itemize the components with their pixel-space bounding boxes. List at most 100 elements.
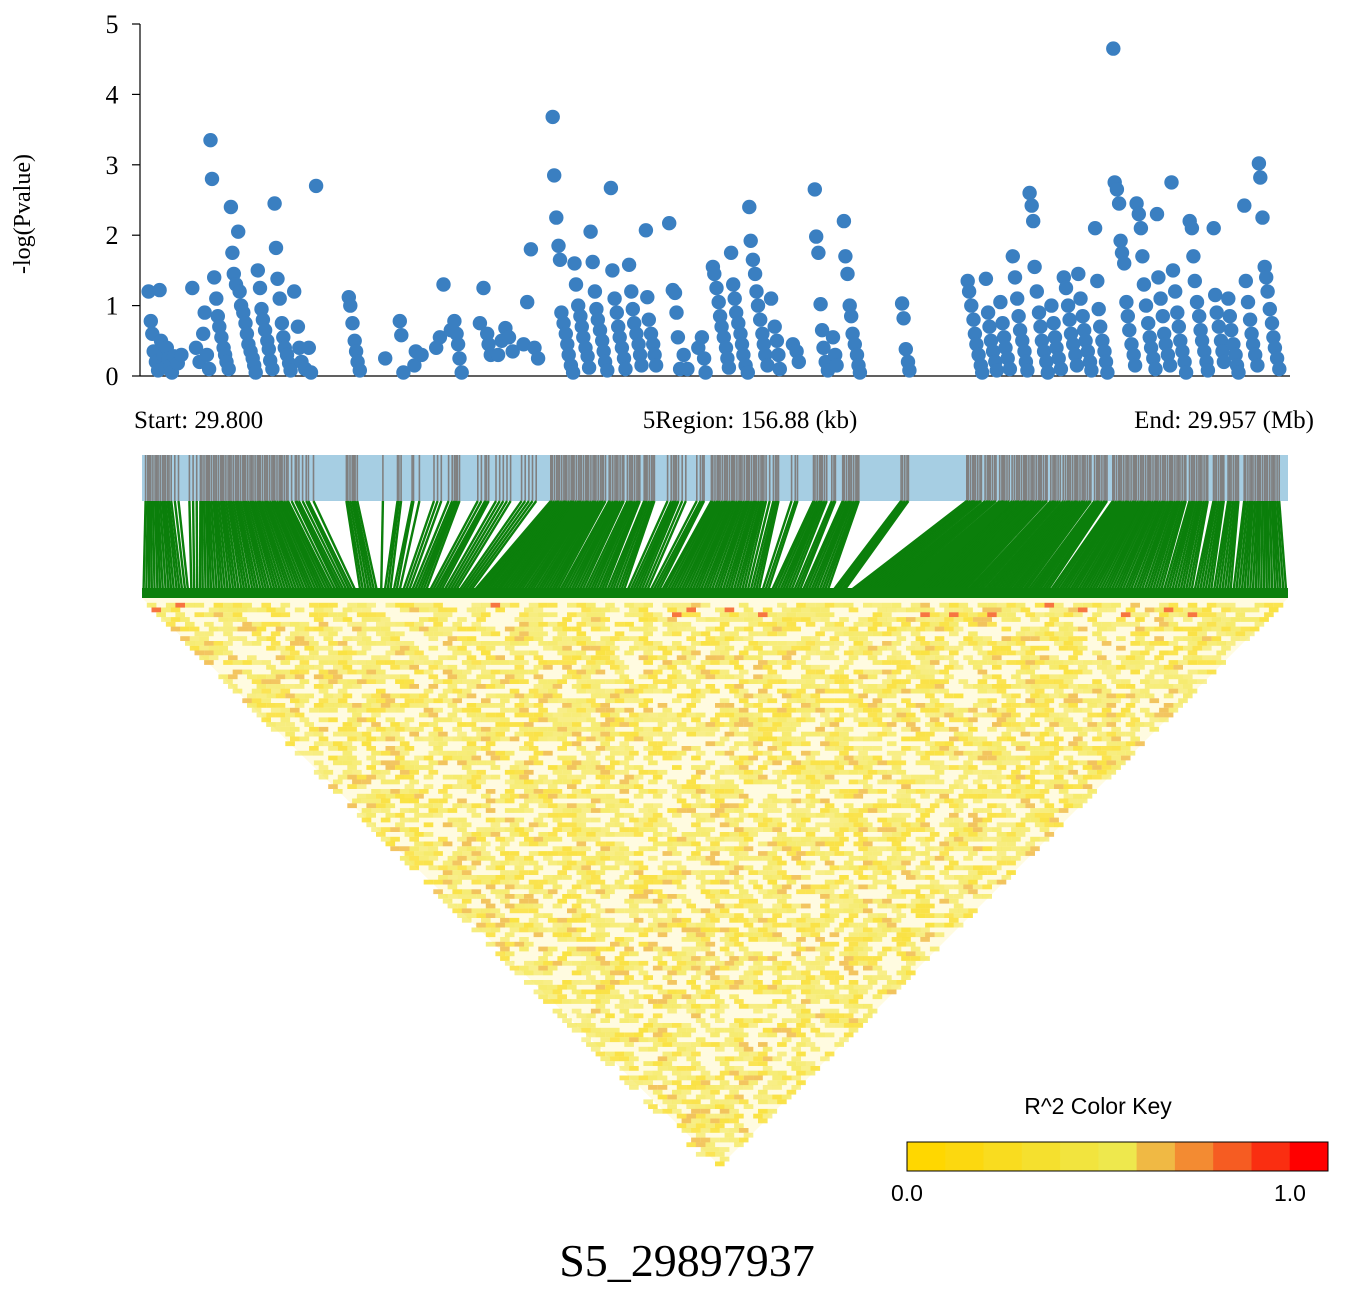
snp-connector (352, 500, 374, 598)
ld-cell (810, 846, 821, 852)
ld-cell (738, 612, 749, 618)
snp-point (1058, 280, 1074, 296)
ld-cell (896, 789, 907, 794)
snp-connector (1138, 500, 1174, 598)
ld-cell (457, 636, 467, 641)
ld-cell (256, 703, 267, 708)
ld-cell (877, 865, 887, 871)
snp-point (1069, 358, 1085, 373)
ld-cell (801, 798, 811, 804)
snp-connector (243, 500, 270, 598)
ld-cell (963, 855, 973, 861)
ld-cell (1116, 636, 1126, 641)
ld-cell (376, 631, 386, 637)
ld-cell (667, 626, 677, 632)
ld-cell (447, 884, 458, 890)
ld-cell (605, 803, 615, 809)
ld-cell (586, 660, 596, 665)
ld-cell (643, 736, 653, 742)
ld-cell (333, 703, 343, 708)
ld-cell (1030, 750, 1040, 756)
ld-cell (519, 669, 529, 675)
ld-cell (476, 731, 486, 737)
ld-cell (581, 846, 591, 852)
ld-cell (409, 693, 419, 699)
ld-cell (824, 765, 835, 770)
ld-cell (652, 832, 663, 837)
ld-cell (237, 626, 248, 632)
ld-cell (600, 798, 610, 804)
ld-cell (519, 641, 529, 646)
ld-cell (270, 707, 281, 713)
ld-cell (815, 774, 825, 780)
ld-cell (614, 832, 625, 837)
ld-cell (404, 726, 415, 732)
ld-cell (419, 703, 429, 708)
ld-cell (509, 736, 520, 742)
snp-connector (413, 500, 456, 598)
ld-cell (481, 650, 491, 656)
ld-cell (533, 865, 544, 871)
ld-cell (504, 808, 515, 813)
ld-cell (624, 898, 634, 904)
ld-cell (199, 655, 209, 661)
snp-connector (301, 500, 352, 598)
ld-cell (719, 650, 730, 656)
ld-cell (949, 812, 959, 818)
ld-cell (543, 798, 553, 804)
ld-cell (672, 612, 682, 618)
snp-point (1007, 270, 1023, 285)
ld-cell (347, 736, 357, 742)
ld-cell (466, 808, 477, 813)
ld-cell (758, 889, 768, 895)
ld-cell (514, 655, 525, 661)
ld-cell (915, 913, 926, 918)
ld-cell (1097, 731, 1107, 737)
snp-connector (1209, 500, 1225, 598)
ld-cell (872, 621, 883, 627)
ld-cell (290, 698, 300, 704)
ld-cell (738, 812, 749, 818)
ld-cell (987, 879, 997, 885)
ld-cell (409, 789, 419, 794)
ld-cell (925, 664, 935, 670)
ld-cell (949, 707, 959, 713)
ld-cell (853, 765, 864, 770)
snp-connector (149, 500, 154, 598)
ld-cell (428, 617, 439, 622)
snp-connector (518, 500, 585, 598)
ld-cell (1011, 674, 1021, 680)
ld-cell (557, 793, 567, 799)
ld-cell (1216, 621, 1226, 627)
ld-cell (1249, 617, 1260, 622)
ld-cell (1073, 698, 1083, 704)
ld-cell (1063, 793, 1074, 799)
ld-cell (748, 755, 758, 761)
ld-cell (557, 650, 567, 656)
ld-cell (738, 841, 749, 847)
ld-cell (581, 875, 591, 880)
ld-cell (748, 679, 758, 684)
ld-cell (872, 717, 883, 723)
ld-cell (1006, 660, 1016, 665)
ld-cell (1039, 703, 1050, 708)
ld-cell (1111, 765, 1121, 770)
ld-cell (886, 741, 897, 747)
ld-cell (949, 841, 959, 847)
ld-cell (863, 707, 873, 713)
ld-cell (1206, 621, 1217, 627)
ld-cell (1030, 712, 1040, 718)
ld-cell (1025, 612, 1035, 618)
ld-cell (328, 631, 338, 637)
ld-cell (333, 617, 343, 622)
ld-cell (409, 645, 419, 651)
ld-cell (934, 846, 945, 852)
ld-cell (514, 636, 525, 641)
ld-cell (552, 684, 563, 689)
ld-cell (972, 750, 983, 756)
ld-cell (672, 917, 682, 923)
snp-connector (1166, 500, 1195, 598)
ld-cell (786, 726, 797, 732)
ld-cell (528, 726, 539, 732)
ld-cell (738, 698, 749, 704)
